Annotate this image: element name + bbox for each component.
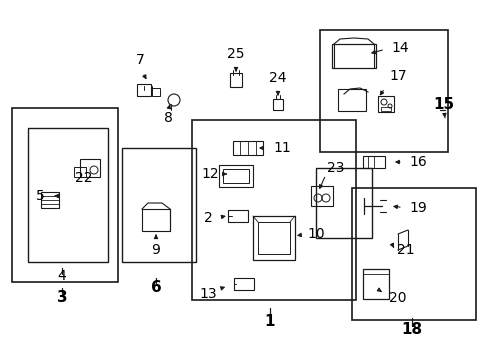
Text: 7: 7 — [135, 53, 144, 67]
Text: 16: 16 — [408, 155, 426, 169]
Text: 10: 10 — [306, 227, 324, 241]
Text: 8: 8 — [163, 111, 172, 125]
Bar — [232, 141, 263, 155]
Bar — [258, 222, 289, 254]
Bar — [12, 108, 118, 282]
Bar — [362, 269, 388, 299]
Bar — [362, 156, 384, 168]
Text: 19: 19 — [408, 201, 426, 215]
Text: 11: 11 — [273, 141, 290, 155]
Bar — [377, 96, 393, 112]
Bar — [219, 165, 252, 187]
Text: 1: 1 — [264, 315, 275, 329]
Text: 13: 13 — [199, 287, 216, 301]
Bar — [137, 84, 151, 96]
Text: 25: 25 — [227, 47, 244, 61]
Bar — [351, 188, 475, 320]
Bar — [252, 216, 294, 260]
Bar — [192, 120, 355, 300]
Bar — [272, 99, 283, 109]
Text: 14: 14 — [390, 41, 408, 55]
Bar — [227, 210, 247, 222]
Bar — [380, 107, 390, 111]
Bar — [319, 30, 447, 152]
Bar — [229, 73, 242, 87]
Bar — [223, 169, 248, 183]
Bar — [234, 278, 253, 290]
Bar — [152, 88, 160, 96]
Text: 17: 17 — [388, 69, 406, 83]
Text: 18: 18 — [401, 323, 422, 338]
Text: 9: 9 — [151, 243, 160, 257]
Text: 20: 20 — [388, 291, 406, 305]
Text: 23: 23 — [326, 161, 344, 175]
Bar — [331, 44, 375, 68]
Text: 4: 4 — [58, 269, 66, 283]
Text: 2: 2 — [203, 211, 212, 225]
Text: 22: 22 — [75, 171, 93, 185]
Text: 3: 3 — [57, 291, 67, 306]
Bar — [337, 89, 365, 111]
Text: 24: 24 — [269, 71, 286, 85]
Text: 6: 6 — [150, 280, 161, 296]
Text: 5: 5 — [36, 189, 44, 203]
Bar — [310, 186, 332, 206]
Text: 12: 12 — [201, 167, 218, 181]
Bar — [315, 168, 371, 238]
Text: 21: 21 — [396, 243, 414, 257]
Text: 15: 15 — [432, 96, 454, 112]
Bar — [80, 159, 100, 177]
Bar — [28, 128, 108, 262]
Bar — [41, 192, 59, 208]
Bar — [74, 167, 86, 177]
Bar — [122, 148, 196, 262]
Bar — [142, 209, 170, 231]
